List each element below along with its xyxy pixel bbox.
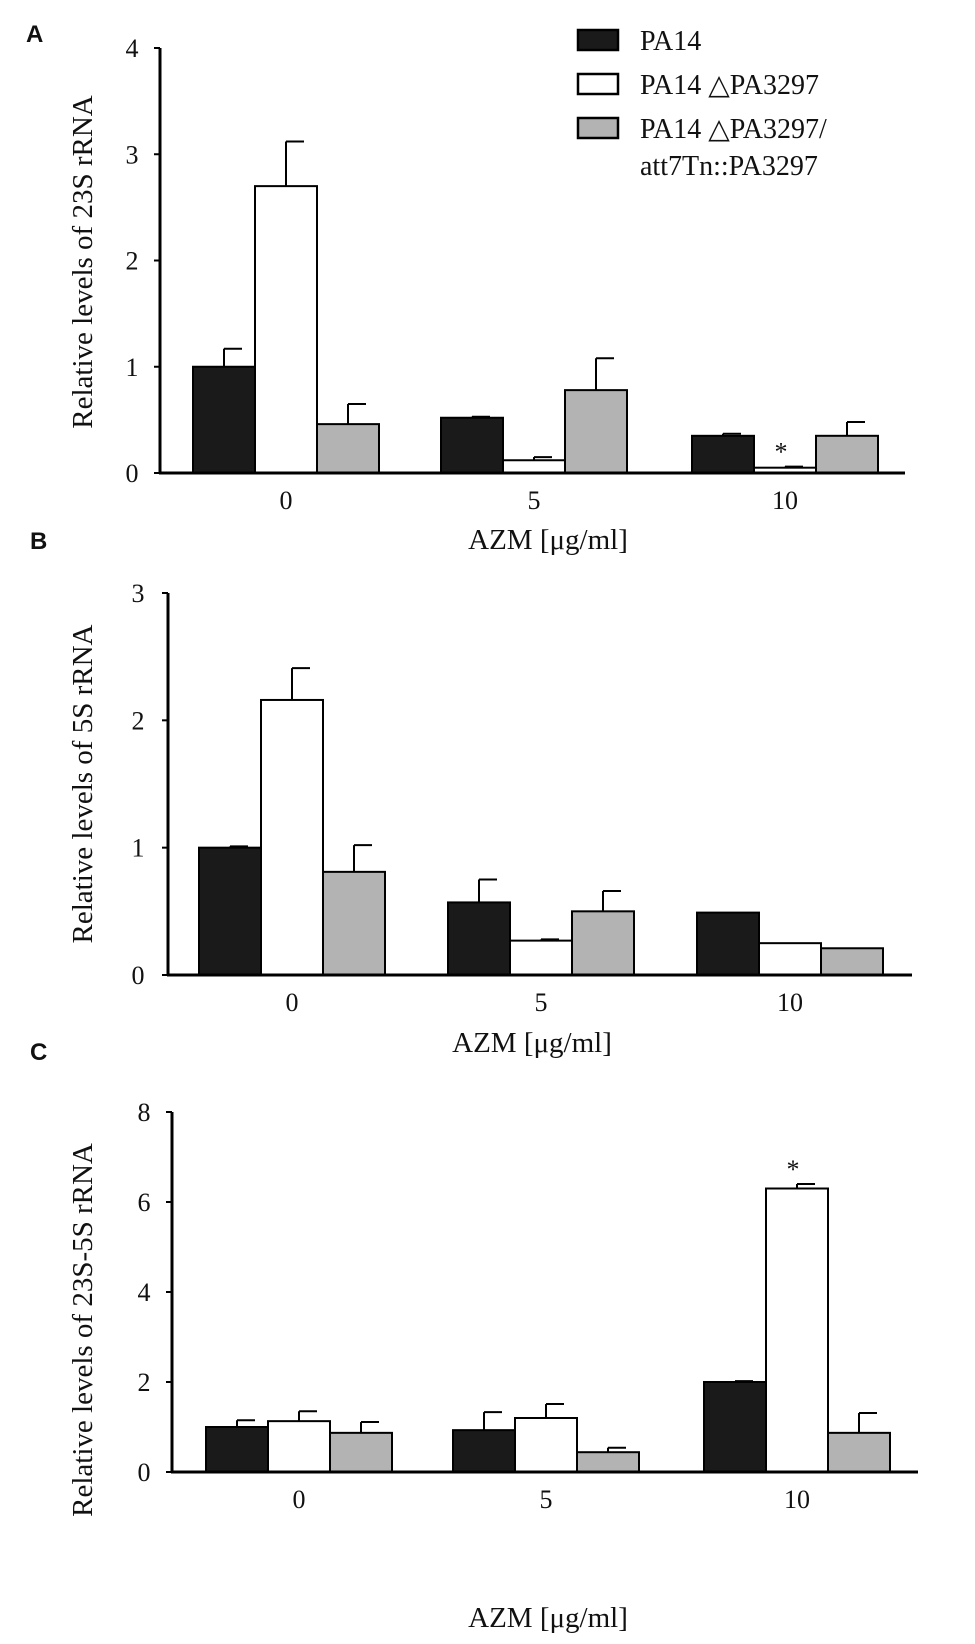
panel-a: A Relative levels of 23S rRNA AZM [μg/ml… [26,21,905,556]
panel-c-bar [703,1381,767,1473]
panel-b-bar [198,846,262,977]
panel-a-bar [254,185,318,474]
panel-b-y-tick-label: 0 [132,961,145,990]
legend-swatch-complemented [576,116,620,140]
panel-a-bar [691,434,755,474]
panel-b-y-tick-label: 2 [132,706,145,735]
panel-a-bar [440,416,504,474]
legend-label-mutant: PA14 △PA3297 [640,70,819,101]
panel-a-y-axis-title: Relative levels of 23S rRNA [67,95,99,429]
panel-c-y-axis-title: Relative levels of 23S-5S rRNA [67,1143,99,1517]
panel-c-bar [267,1420,331,1474]
panel-c-x-tick-label: 0 [293,1485,306,1514]
panel-a-bar [564,389,628,474]
panel-c-y-tick-label: 0 [138,1458,151,1487]
panel-a-y-tick-label: 0 [126,459,139,488]
panel-b-bar [509,939,573,976]
panel-c-x-axis-title: AZM [μg/ml] [468,1602,628,1634]
panel-b-bar [758,942,822,977]
panel-b-x-tick-label: 0 [286,988,299,1017]
panel-b-x-tick-label: 5 [535,988,548,1017]
panel-c-y-tick-label: 6 [138,1188,151,1217]
panel-b-y-axis-title: Relative levels of 5S rRNA [67,624,99,943]
panel-a-x-tick-label: 0 [280,486,293,515]
panel-b-bar [322,870,386,976]
panel-b-bar [571,910,635,976]
legend-label-complemented-line2: att7Tn::PA3297 [640,151,818,182]
panel-c-x-tick-label: 10 [784,1485,810,1514]
panel-a-y-tick-label: 3 [126,140,139,169]
panel-c: C Relative levels of 23S-5S rRNA AZM [μg… [30,1039,918,1634]
panel-b-bar [696,911,760,977]
panel-a-y-tick-label: 2 [126,247,139,276]
panel-a-x-tick-label: 5 [528,486,541,515]
panel-c-x-tick-label: 5 [540,1485,553,1514]
panel-c-bar [765,1187,829,1473]
panel-c-bar [205,1426,269,1473]
panel-a-letter: A [26,21,43,48]
panel-c-significance-star: * [787,1155,800,1184]
legend: PA14 PA14 △PA3297 PA14 △PA3297/ att7Tn::… [576,26,827,182]
panel-a-bar [502,459,566,474]
panel-c-y-tick-label: 8 [138,1098,151,1127]
panel-c-bar [329,1431,393,1473]
panel-b-letter: B [30,528,47,555]
panel-c-y-tick-label: 4 [138,1278,151,1307]
legend-swatch-pa14 [576,28,620,52]
panel-b-x-axis-title: AZM [μg/ml] [452,1027,612,1059]
panel-b-bar [260,698,324,977]
panel-c-letter: C [30,1039,47,1066]
legend-swatch-mutant [576,72,620,96]
panel-a-bar [815,434,879,474]
panel-b-bar [447,901,511,976]
panel-a-y-tick-label: 1 [126,353,139,382]
panel-a-bar [316,423,380,474]
panel-c-bar [514,1417,578,1473]
legend-label-pa14: PA14 [640,26,701,57]
panel-b-bar [820,947,884,977]
panel-b-y-tick-label: 1 [132,834,145,863]
panel-a-x-axis-title: AZM [μg/ml] [468,524,628,556]
panel-b: B Relative levels of 5S rRNA AZM [μg/ml]… [30,528,912,1059]
panel-a-significance-star: * [775,438,788,467]
panel-c-y-tick-label: 2 [138,1368,151,1397]
panel-c-bar [827,1431,891,1473]
panel-c-bar [452,1429,516,1474]
panel-b-y-tick-label: 3 [132,579,145,608]
panel-a-x-tick-label: 10 [772,486,798,515]
legend-label-complemented: PA14 △PA3297/ [640,114,827,145]
panel-b-x-tick-label: 10 [777,988,803,1017]
panel-c-bar [576,1451,640,1473]
panel-a-y-tick-label: 4 [126,34,139,63]
panel-a-bar [192,365,256,474]
